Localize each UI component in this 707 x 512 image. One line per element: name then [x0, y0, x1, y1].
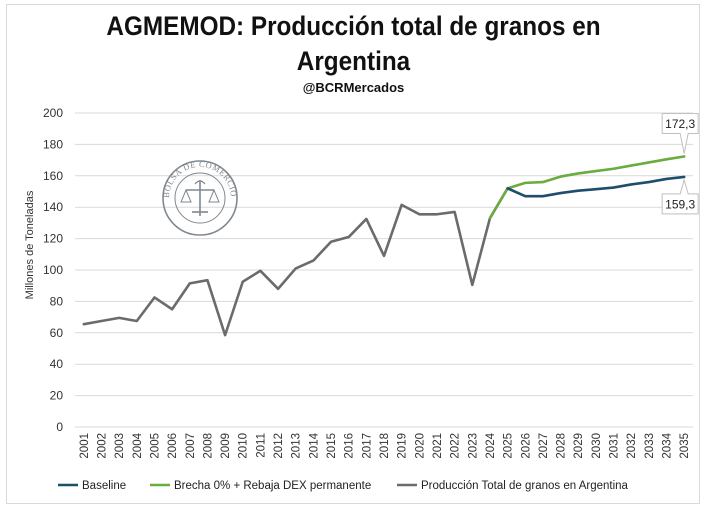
x-tick-label: 2029	[573, 433, 585, 459]
x-tick-label: 2008	[202, 433, 214, 459]
y-tick-label: 180	[43, 137, 63, 151]
x-tick-label: 2028	[556, 433, 568, 459]
x-tick-label: 2023	[467, 433, 479, 459]
y-axis-tick-labels: 0 20 40 60 80 100 120 140 160 180 200	[43, 106, 63, 434]
gridlines	[75, 112, 693, 428]
legend-item: Brecha 0% + Rebaja DEX permanente	[150, 480, 371, 492]
watermark-seal: BOLSA DE COMERCIO DE ROSARIO	[161, 159, 239, 236]
chart-subtitle: @BCRMercados	[302, 80, 405, 95]
x-tick-label: 2026	[520, 433, 532, 459]
x-tick-label: 2024	[485, 432, 497, 458]
x-tick-label: 2007	[185, 433, 197, 459]
x-tick-label: 2014	[308, 432, 320, 458]
y-tick-label: 120	[43, 232, 63, 246]
legend-label: Producción Total de granos en Argentina	[421, 480, 629, 492]
legend-label: Baseline	[82, 480, 126, 492]
x-tick-label: 2011	[255, 433, 267, 458]
y-tick-label: 0	[56, 420, 63, 434]
series-line-2	[82, 187, 509, 337]
y-tick-label: 100	[43, 263, 63, 277]
x-tick-label: 2009	[220, 433, 232, 459]
value-callout: 159,3	[661, 178, 699, 215]
x-tick-label: 2031	[609, 433, 621, 459]
series-line-1	[488, 155, 686, 220]
callout-value: 172,3	[665, 117, 695, 131]
callout-value: 159,3	[665, 197, 695, 211]
x-tick-label: 2001	[79, 433, 91, 459]
y-tick-label: 160	[43, 169, 63, 183]
x-tick-label: 2027	[538, 433, 550, 459]
y-tick-label: 20	[50, 389, 64, 403]
y-tick-label: 40	[50, 357, 64, 371]
x-tick-label: 2010	[238, 433, 250, 459]
legend: Baseline Brecha 0% + Rebaja DEX permanent…	[58, 480, 629, 492]
value-callout: 172,3	[661, 112, 699, 154]
x-tick-label: 2035	[679, 433, 691, 459]
y-tick-label: 140	[43, 200, 63, 214]
x-tick-label: 2002	[96, 433, 108, 459]
x-tick-label: 2020	[414, 433, 426, 459]
x-tick-label: 2033	[644, 433, 656, 459]
x-tick-label: 2012	[273, 433, 285, 459]
x-tick-label: 2005	[149, 433, 161, 459]
value-callouts: 172,3 159,3	[661, 112, 699, 215]
legend-item: Baseline	[58, 480, 126, 492]
chart-frame	[6, 4, 700, 504]
y-tick-label: 60	[50, 326, 64, 340]
x-tick-label: 2034	[662, 432, 674, 458]
x-tick-label: 2022	[450, 433, 462, 459]
x-tick-label: 2021	[432, 433, 444, 459]
series-lines	[82, 155, 686, 337]
x-tick-label: 2017	[361, 433, 373, 459]
x-tick-label: 2006	[167, 433, 179, 459]
x-tick-label: 2025	[503, 433, 515, 459]
series-line-0	[506, 175, 686, 198]
x-tick-label: 2013	[291, 433, 303, 459]
chart-title-line-2: Argentina	[296, 46, 411, 76]
x-tick-label: 2004	[132, 432, 144, 458]
x-tick-label: 2019	[397, 433, 409, 459]
x-tick-label: 2003	[114, 433, 126, 459]
x-tick-label: 2030	[591, 433, 603, 459]
x-tick-label: 2032	[626, 433, 638, 459]
x-tick-label: 2016	[344, 433, 356, 459]
y-axis-title: Millones de Toneladas	[24, 190, 36, 299]
legend-item: Producción Total de granos en Argentina	[397, 480, 629, 492]
callout-box	[661, 112, 699, 134]
legend-label: Brecha 0% + Rebaja DEX permanente	[174, 480, 371, 492]
x-axis-tick-labels: 2001 2002 2003 2004 2005 2006 2007 2008 2009 2010…	[79, 432, 691, 458]
y-tick-label: 80	[50, 294, 64, 308]
chart-title-line-1: AGMEMOD: Producción total de granos en	[106, 11, 601, 41]
x-tick-label: 2015	[326, 433, 338, 459]
y-tick-label: 200	[43, 106, 63, 120]
callout-box	[661, 193, 699, 215]
x-tick-label: 2018	[379, 433, 391, 459]
